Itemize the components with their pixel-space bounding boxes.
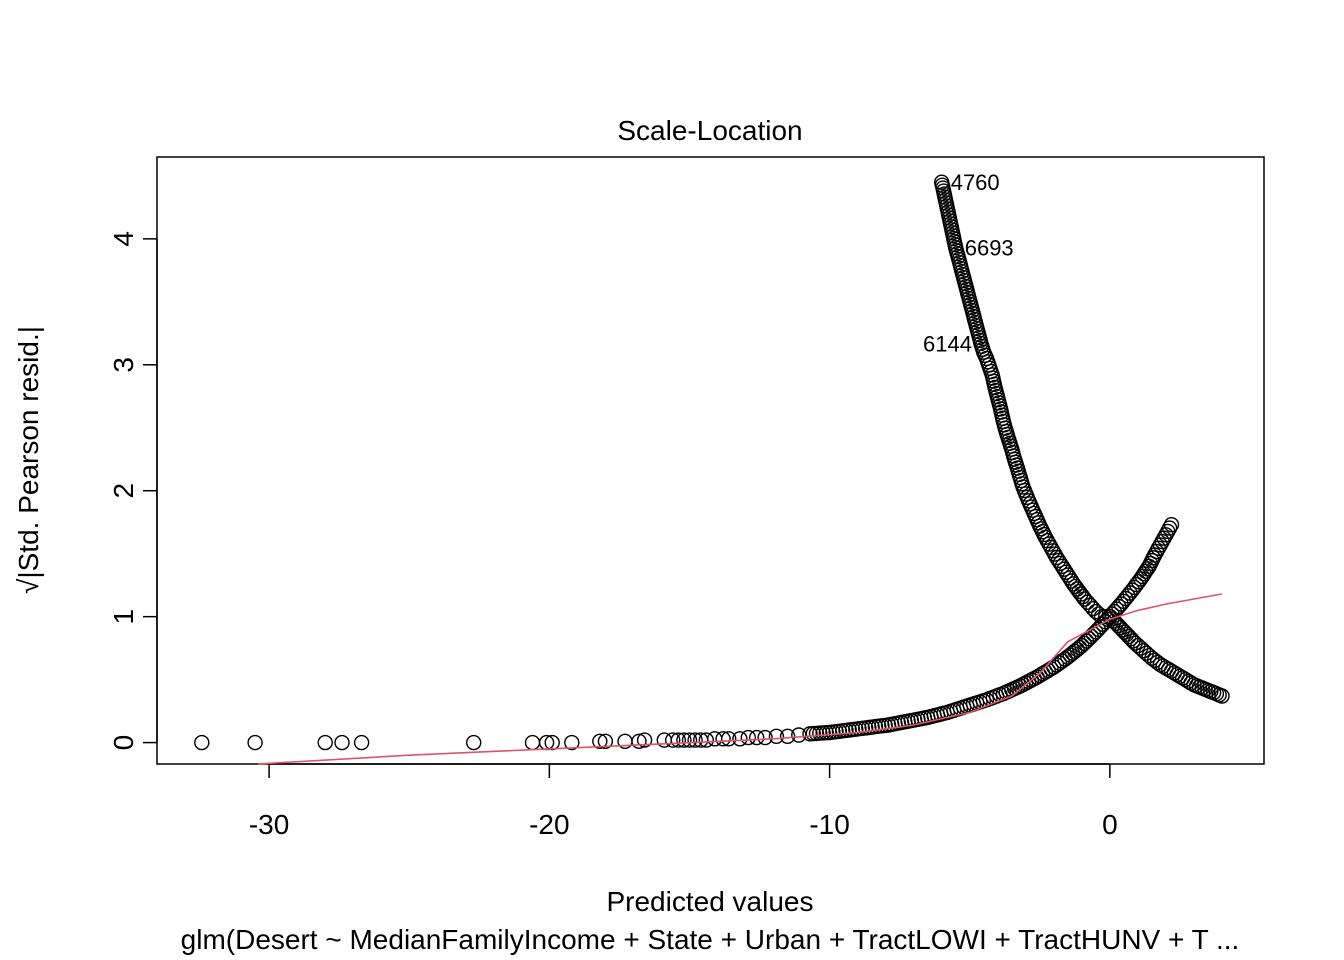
x-axis: -30 -20 -10 0 — [249, 763, 1118, 840]
data-points — [194, 174, 1230, 751]
y-tick-label: 4 — [108, 231, 139, 247]
smooth-line — [257, 593, 1223, 765]
data-point — [1128, 576, 1145, 593]
data-point — [768, 728, 785, 744]
data-point — [681, 732, 698, 748]
data-point — [1085, 600, 1101, 617]
data-point — [194, 734, 210, 751]
x-tick-label: -30 — [249, 809, 289, 840]
data-point — [1130, 637, 1146, 654]
data-point — [757, 729, 773, 746]
chart-title: Scale-Location — [617, 115, 802, 146]
data-point — [665, 732, 681, 748]
data-point — [466, 734, 482, 751]
data-point — [676, 732, 692, 748]
data-point — [353, 734, 370, 751]
data-point — [687, 732, 703, 748]
data-point — [1132, 640, 1149, 656]
point-labels: 4760 6693 6144 — [923, 170, 1014, 356]
data-point — [636, 732, 653, 748]
point-label: 6693 — [965, 236, 1014, 261]
data-point — [592, 733, 608, 749]
data-point — [1088, 603, 1104, 620]
data-point — [1130, 574, 1147, 590]
data-point — [317, 734, 333, 751]
data-point — [670, 732, 686, 748]
data-point — [740, 729, 756, 746]
data-point — [247, 734, 263, 751]
data-point — [1065, 576, 1082, 592]
data-point — [707, 731, 723, 747]
data-point — [698, 732, 714, 748]
data-point — [1146, 652, 1163, 668]
data-point — [779, 728, 796, 744]
data-point — [749, 729, 765, 746]
data-point — [721, 731, 737, 747]
data-point — [524, 734, 541, 751]
data-point — [334, 734, 350, 751]
x-tick-label: 0 — [1102, 809, 1118, 840]
data-point — [715, 731, 731, 747]
y-tick-label: 1 — [108, 609, 139, 625]
point-label: 4760 — [951, 170, 1000, 195]
y-tick-label: 0 — [108, 735, 139, 751]
x-tick-label: -20 — [529, 809, 569, 840]
data-point — [597, 733, 614, 749]
data-point — [1161, 520, 1178, 536]
model-formula: glm(Desert ~ MedianFamilyIncome + State … — [181, 924, 1240, 955]
data-point — [732, 731, 748, 747]
data-point — [1127, 635, 1143, 651]
y-tick-label: 3 — [108, 357, 139, 373]
data-point — [1214, 688, 1230, 704]
data-point — [656, 732, 672, 748]
data-point — [564, 734, 580, 751]
y-axis: 0 1 2 3 4 — [108, 231, 158, 751]
data-point — [544, 734, 560, 751]
x-axis-label: Predicted values — [606, 886, 813, 917]
y-tick-label: 2 — [108, 483, 139, 499]
plot-frame — [156, 156, 1265, 765]
x-tick-label: -10 — [809, 809, 849, 840]
data-point — [631, 733, 647, 749]
y-axis-label: √|Std. Pearson resid.| — [13, 326, 44, 594]
data-point — [1067, 578, 1084, 595]
data-point — [1163, 517, 1180, 533]
point-label: 6144 — [923, 331, 972, 356]
